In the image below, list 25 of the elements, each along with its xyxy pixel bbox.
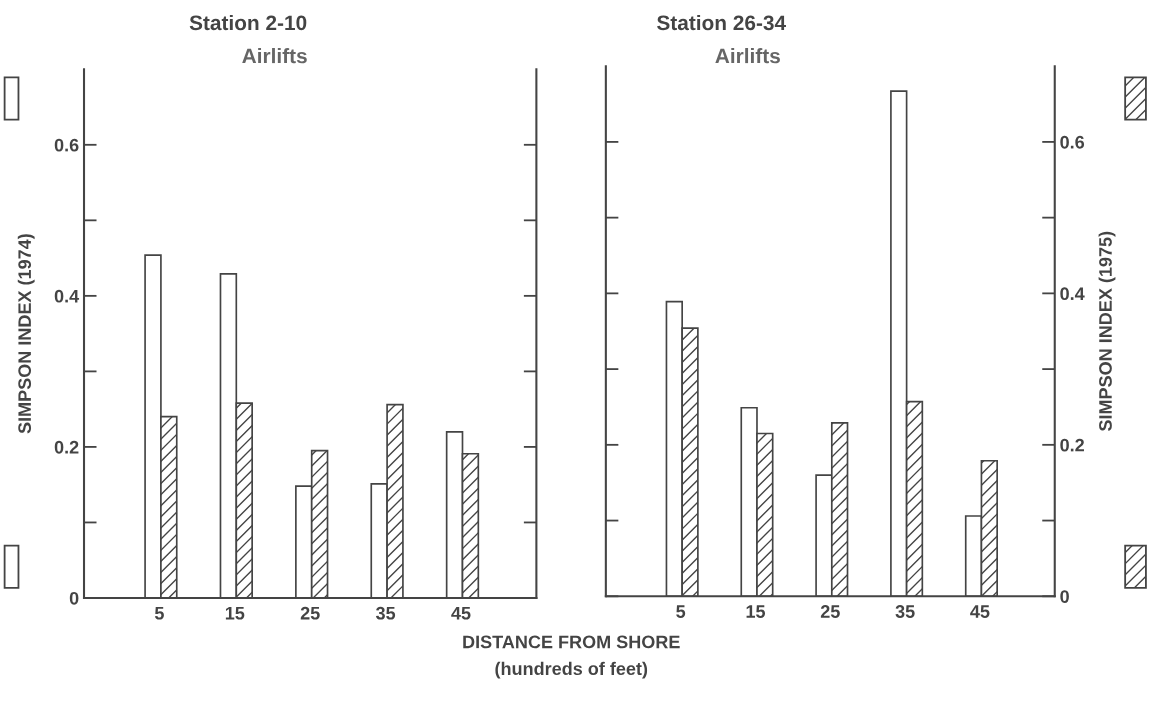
y-tick-label: 0.4: [54, 289, 80, 303]
y-tick-label: 0.2: [54, 440, 79, 454]
y2-tick-label: 0.4: [1060, 287, 1085, 301]
x-tick-label: 15: [746, 605, 766, 618]
x-tick-label: 45: [451, 606, 471, 620]
x-tick-label: 35: [895, 605, 915, 618]
x-tick-label: 35: [375, 606, 396, 620]
x-tick-label: 25: [820, 605, 840, 618]
y-tick-label: 0: [69, 591, 79, 605]
y2-tick-label: 0.2: [1060, 438, 1084, 452]
chart-title: Station 26-34: [657, 14, 786, 31]
x-tick-label: 25: [300, 606, 320, 620]
y-axis-title: SIMPSON INDEX (1974): [17, 234, 35, 434]
y2-tick-label: 0.6: [1060, 135, 1085, 149]
y2-tick-label: 0: [1060, 590, 1069, 604]
chart-subtitle: Airlifts: [242, 48, 307, 64]
y-tick-label: 0.6: [54, 138, 79, 152]
x-axis-title: DISTANCE FROM SHORE (hundreds of feet): [463, 635, 680, 679]
chart-subtitle: Airlifts: [715, 48, 780, 64]
y2-axis-title: SIMPSON INDEX (1975): [1098, 231, 1116, 432]
x-tick-label: 5: [154, 606, 164, 620]
x-tick-label: 15: [225, 606, 245, 620]
x-tick-label: 45: [970, 605, 990, 618]
x-tick-label: 5: [676, 605, 686, 618]
chart-title: Station 2-10: [189, 14, 307, 31]
